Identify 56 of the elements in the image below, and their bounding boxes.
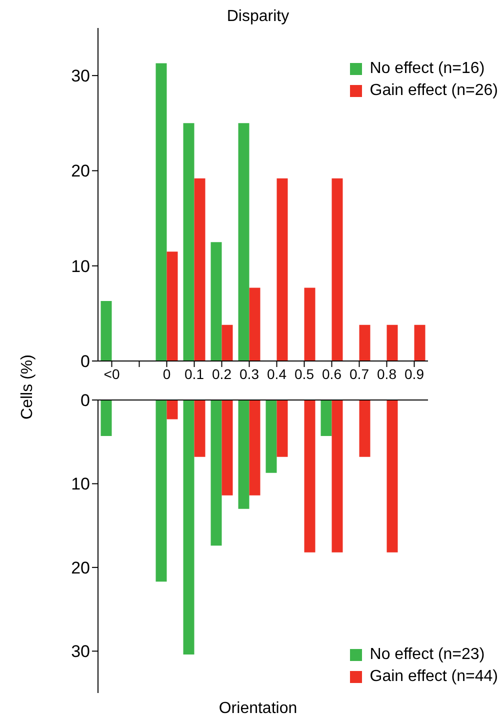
x-tick-label: 0.3 <box>240 366 260 382</box>
bar <box>194 400 206 457</box>
x-tick-label: 0.1 <box>184 366 204 382</box>
bar <box>183 123 194 361</box>
bar <box>332 178 343 361</box>
bar <box>210 242 222 361</box>
text: Orientation <box>218 700 298 718</box>
x-tick-label: 0.4 <box>267 366 287 382</box>
x-tick-label: 0 <box>162 366 171 382</box>
x-tick-label: <0 <box>104 366 120 382</box>
y-tick-label: 0 <box>80 391 90 410</box>
bar <box>183 400 194 654</box>
bar <box>414 324 426 361</box>
bar <box>100 301 112 361</box>
bar <box>386 400 398 552</box>
x-tick-label: 0.9 <box>404 366 424 382</box>
x-tick-label: 0.5 <box>294 366 314 382</box>
bar <box>276 400 288 457</box>
y-tick-label: 10 <box>71 474 90 494</box>
bar <box>238 400 250 509</box>
bar <box>249 288 260 361</box>
bar <box>156 400 167 582</box>
legend-label: Gain effect (n=26) <box>370 81 498 101</box>
y-axis-title: Cells (%) <box>19 354 37 422</box>
x-tick-label: 0.7 <box>350 366 370 382</box>
bar <box>238 123 250 361</box>
bar <box>359 400 370 457</box>
x-tick-label: 0.6 <box>322 366 342 382</box>
bar <box>266 400 277 473</box>
y-tick-label: 20 <box>71 558 90 578</box>
bar <box>320 400 332 436</box>
bar <box>166 400 178 420</box>
bar <box>304 288 316 361</box>
bar <box>249 400 260 496</box>
bar <box>210 400 222 546</box>
bar <box>359 324 370 361</box>
bar <box>276 178 288 361</box>
bar <box>194 178 206 361</box>
y-tick-label: 30 <box>71 66 90 86</box>
bar <box>332 400 343 552</box>
y-tick-label: 10 <box>71 256 90 276</box>
chart-title: Disparity <box>226 8 290 26</box>
bar <box>222 324 233 361</box>
y-tick-label: 20 <box>71 162 90 181</box>
bar <box>100 400 112 436</box>
x-tick-label: 0.8 <box>377 366 397 382</box>
bar <box>156 63 167 361</box>
legend-label: No effect (n=23) <box>370 645 485 665</box>
y-tick-label: 30 <box>71 642 90 662</box>
legend-label: No effect (n=16) <box>370 59 485 79</box>
bar <box>304 400 316 552</box>
bar <box>166 252 178 361</box>
legend-label: Gain effect (n=44) <box>370 667 498 687</box>
bar <box>386 324 398 361</box>
bar <box>222 400 233 496</box>
x-tick-label: 0.2 <box>212 366 232 382</box>
